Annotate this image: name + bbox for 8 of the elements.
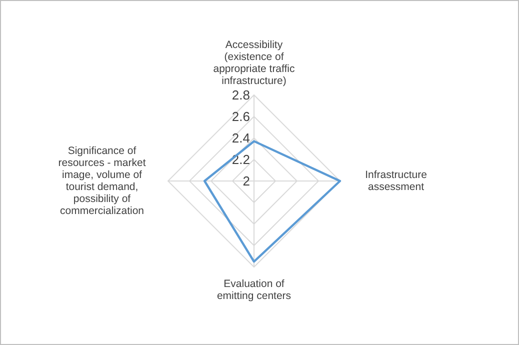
spoke-label: Infrastructure assessment (365, 169, 428, 193)
y-tick-label: 2.4 (232, 130, 250, 146)
y-tick-label: 2 (242, 174, 250, 189)
spoke-label: Accessibility (existence of appropriate traffic infrastructure) (213, 39, 295, 87)
y-tick-label: 2.8 (232, 88, 250, 103)
y-tick-label: 2.6 (232, 109, 250, 124)
spoke-label: Significance of resources - market image, volume of tourist demand, possibility of commercialization (58, 145, 146, 217)
spoke-label: Evaluation of emitting centers (216, 278, 292, 302)
